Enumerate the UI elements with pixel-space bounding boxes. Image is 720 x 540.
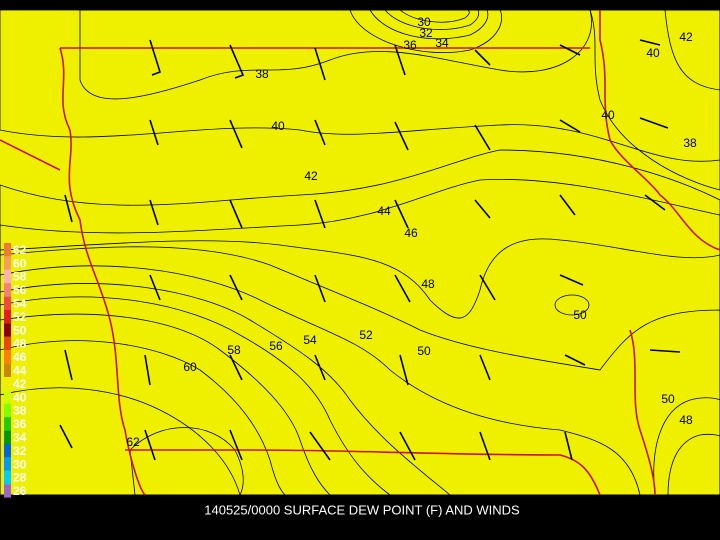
legend-swatch xyxy=(4,256,11,270)
contour-label: 42 xyxy=(679,30,693,44)
legend-label: 50 xyxy=(13,323,27,337)
legend-label: 60 xyxy=(13,256,27,270)
legend-label: 26 xyxy=(13,484,27,498)
contour-label: 54 xyxy=(303,333,317,347)
legend-swatch xyxy=(4,470,11,485)
legend-swatch xyxy=(4,323,11,337)
legend-label: 56 xyxy=(13,283,27,297)
map-title: 140525/0000 SURFACE DEW POINT (F) AND WI… xyxy=(204,502,520,517)
contour-label: 42 xyxy=(304,169,318,183)
legend-label: 46 xyxy=(13,350,27,364)
contour-label: 48 xyxy=(421,277,435,291)
legend-label: 42 xyxy=(13,377,27,391)
legend-label: 44 xyxy=(13,363,27,377)
contour-label: 60 xyxy=(183,360,197,374)
legend-label: 38 xyxy=(13,404,27,418)
legend-swatch xyxy=(4,430,11,444)
contour-label: 50 xyxy=(661,392,675,406)
legend-label: 30 xyxy=(13,457,27,471)
contour-label: 52 xyxy=(359,328,373,342)
contour-label: 36 xyxy=(403,38,417,52)
legend-swatch xyxy=(4,350,11,364)
contour-label: 40 xyxy=(271,119,285,133)
contour-label: 32 xyxy=(419,26,433,40)
legend-swatch xyxy=(4,269,11,284)
legend-label: 40 xyxy=(13,390,27,404)
legend-label: 36 xyxy=(13,417,27,431)
legend-label: 52 xyxy=(13,310,27,324)
legend-label: 62 xyxy=(13,243,27,257)
contour-labels: 30 32 36 34 38 40 42 44 46 48 52 50 54 5… xyxy=(126,15,697,449)
contour-label: 38 xyxy=(683,136,697,150)
legend-swatch xyxy=(4,484,11,498)
legend-label: 32 xyxy=(13,444,27,458)
legend-swatch xyxy=(4,363,11,377)
contour-label: 44 xyxy=(377,204,391,218)
contour-label: 50 xyxy=(573,308,587,322)
legend-swatch xyxy=(4,336,11,351)
legend-label: 48 xyxy=(13,337,27,351)
wind-barbs xyxy=(59,39,681,461)
contour-label: 34 xyxy=(435,36,449,50)
contour-label: 62 xyxy=(126,435,140,449)
contour-label: 50 xyxy=(417,344,431,358)
contour-label: 40 xyxy=(601,108,615,122)
contour-label: 48 xyxy=(679,413,693,427)
legend-swatch xyxy=(4,444,11,458)
dew-point-field xyxy=(0,9,720,496)
legend-swatch xyxy=(4,243,11,257)
legend-label: 58 xyxy=(13,270,27,284)
contour-label: 58 xyxy=(227,343,241,357)
legend-swatch xyxy=(4,457,11,471)
legend-label: 34 xyxy=(13,430,27,444)
legend-swatch xyxy=(4,390,11,404)
contour-label: 40 xyxy=(646,46,660,60)
legend-swatch xyxy=(4,403,11,418)
contour-label: 56 xyxy=(269,339,283,353)
contour-label: 38 xyxy=(255,67,269,81)
contour-label: 30 xyxy=(417,15,431,29)
legend-swatch xyxy=(4,310,11,324)
state-borders xyxy=(0,10,720,496)
contour-label: 46 xyxy=(404,226,418,240)
legend-swatch xyxy=(4,417,11,431)
legend-swatch xyxy=(4,283,11,297)
legend-swatch xyxy=(4,296,11,310)
legend-swatch xyxy=(4,377,11,391)
legend-label: 28 xyxy=(13,471,27,485)
legend-label: 54 xyxy=(13,296,27,310)
